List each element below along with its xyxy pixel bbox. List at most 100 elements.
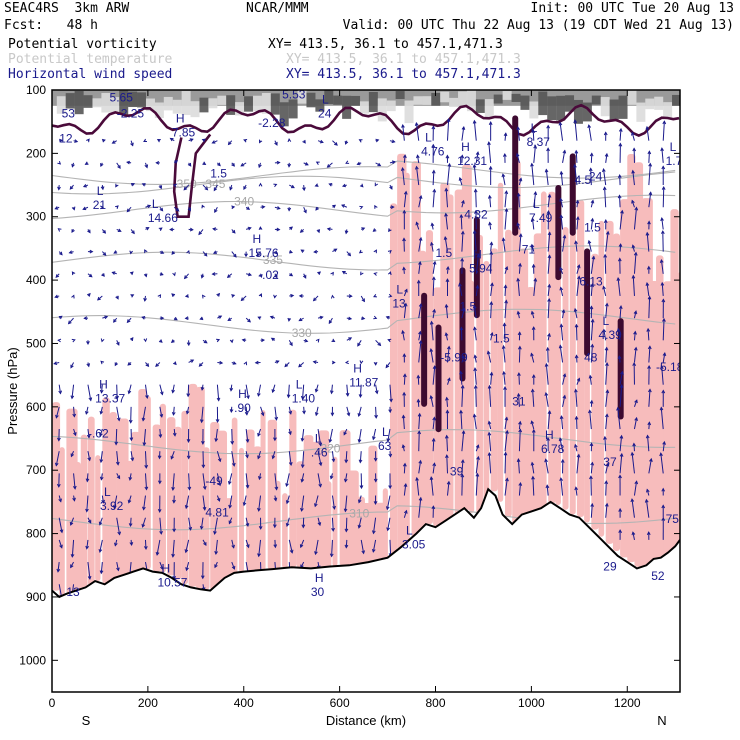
wind-vector-head	[562, 394, 567, 399]
jet-shading-cell	[288, 99, 298, 119]
wind-vector	[372, 428, 377, 440]
wind-vector	[474, 368, 477, 385]
wind-vector-head	[391, 160, 396, 165]
wind-vector-head	[634, 399, 638, 404]
wind-vector-head	[344, 528, 349, 533]
wind-vector	[660, 259, 664, 274]
wind-vector	[418, 303, 422, 319]
extremum-value: 3.05	[402, 537, 426, 551]
wind-vector-head	[385, 364, 390, 369]
wind-vector	[286, 495, 290, 504]
extremum-value: 1.40	[292, 392, 316, 406]
wind-vector-head	[72, 485, 77, 490]
wind-vector-head	[619, 452, 624, 457]
wind-vector-head	[312, 360, 317, 364]
wind-vector-head	[430, 241, 434, 246]
wind-vector-head	[85, 478, 90, 483]
wind-vector-head	[401, 329, 405, 334]
wind-vector-head	[359, 205, 364, 210]
wind-vector	[215, 539, 218, 555]
extremum-value: -2.25	[117, 106, 145, 120]
wind-vector	[403, 374, 406, 385]
wind-vector	[99, 539, 103, 553]
wind-vector-head	[544, 362, 549, 367]
wind-vector-head	[662, 317, 666, 322]
wind-vector	[188, 473, 190, 490]
extremum-letter: L	[104, 485, 111, 499]
wind-vector-head	[546, 147, 550, 152]
extremum-value: 8.37	[527, 135, 551, 149]
jet-shading-cell	[199, 97, 209, 113]
wind-vector-head	[446, 345, 451, 350]
wind-vector-head	[401, 123, 405, 128]
wind-vector-head	[402, 154, 407, 159]
wind-vector-head	[546, 124, 551, 129]
wind-vector-head	[257, 316, 262, 320]
wind-vector	[55, 406, 60, 418]
wind-vector	[430, 242, 434, 252]
wind-vector-head	[298, 317, 303, 322]
wind-vector-head	[271, 389, 276, 394]
wind-vector-head	[432, 416, 436, 421]
wind-vector-head	[431, 125, 436, 130]
wind-vector-head	[143, 546, 148, 551]
wind-vector	[58, 517, 63, 533]
wind-vector-head	[530, 162, 534, 167]
jet-shading-cell	[591, 95, 601, 105]
extremum-value: 13	[66, 585, 80, 599]
wind-vector-head	[660, 217, 664, 222]
wind-vector	[461, 385, 464, 407]
wind-vector-head	[504, 416, 509, 421]
wind-vector-head	[326, 164, 331, 168]
jet-shading-cell	[101, 92, 111, 113]
wind-vector	[633, 252, 637, 274]
wind-vector-head	[57, 437, 61, 442]
wind-vector-head	[375, 138, 380, 143]
wind-vector	[531, 462, 535, 474]
y-tick-label: 300	[26, 210, 46, 224]
extremum-value: -.02	[258, 268, 279, 282]
wind-speed-band	[483, 260, 490, 502]
wind-vector-head	[288, 462, 293, 467]
wind-vector-head	[198, 363, 203, 367]
wind-vector-head	[141, 523, 146, 528]
wind-vector-head	[171, 389, 175, 394]
wind-vector-head	[245, 522, 250, 528]
wind-vector	[474, 355, 477, 363]
wind-vector-head	[431, 143, 436, 148]
wind-vector-head	[257, 392, 261, 397]
wind-vector	[531, 163, 535, 186]
wind-vector-head	[546, 210, 551, 215]
wind-vector	[272, 451, 276, 459]
wind-vector-head	[373, 294, 378, 298]
wind-vector	[68, 317, 74, 324]
wind-vector-head	[304, 162, 309, 166]
wind-vector-head	[341, 204, 346, 208]
jet-shading-cell	[261, 92, 271, 114]
wind-vector-head	[631, 199, 635, 204]
wind-vector-head	[315, 206, 319, 211]
wind-vector	[418, 497, 422, 518]
pv-anomaly	[459, 267, 466, 382]
extremum-value: 5.94	[469, 262, 493, 276]
wind-vector-head	[328, 439, 333, 443]
wind-vector-head	[189, 227, 194, 232]
wind-vector-head	[487, 141, 491, 146]
wind-vector	[372, 539, 377, 553]
wind-vector	[345, 451, 348, 463]
wind-vector-head	[202, 506, 207, 511]
wind-vector-head	[347, 252, 352, 257]
wind-vector	[403, 289, 408, 297]
wind-vector-head	[218, 315, 223, 319]
wind-vector-head	[88, 397, 93, 402]
wind-vector-head	[516, 126, 521, 131]
wind-vector	[288, 451, 292, 466]
jet-shading-cell	[609, 99, 619, 122]
wind-speed-band	[548, 191, 556, 504]
wind-vector-head	[101, 499, 105, 504]
jet-shading-cell	[636, 102, 646, 122]
wind-vector-head	[319, 139, 324, 144]
extremum-letter: H	[545, 428, 554, 442]
wind-vector-head	[98, 521, 103, 526]
